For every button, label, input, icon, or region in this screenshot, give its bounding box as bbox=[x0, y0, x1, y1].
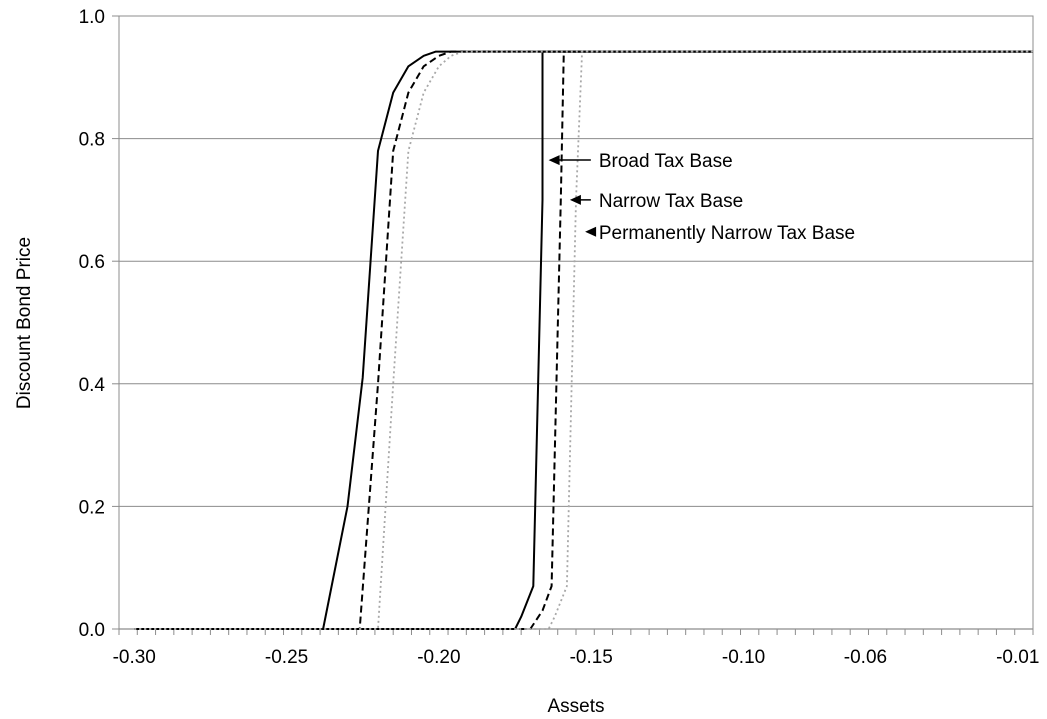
y-tick-label-4: 0.8 bbox=[79, 130, 105, 151]
series-line-narrow-tax-base-0 bbox=[134, 50, 1033, 630]
annotation-2-label: Permanently Narrow Tax Base bbox=[599, 223, 855, 244]
x-axis-title: Assets bbox=[547, 696, 604, 717]
x-tick-label-4: -0.10 bbox=[722, 647, 765, 668]
series-line-broad-tax-base-0 bbox=[134, 50, 1033, 630]
annotations: Broad Tax Base Narrow Tax Base Permanently… bbox=[548, 151, 855, 244]
x-tick-label-6: -0.01 bbox=[996, 647, 1039, 668]
y-axis-title: Discount Bond Price bbox=[14, 237, 35, 409]
annotation-0-label: Broad Tax Base bbox=[599, 151, 733, 172]
y-tick-label-2: 0.4 bbox=[79, 375, 106, 396]
annotation-2-arrow-head bbox=[585, 226, 597, 237]
annotation-1-label: Narrow Tax Base bbox=[599, 191, 743, 212]
grid-lines bbox=[119, 15, 1033, 507]
x-tick-label-1: -0.25 bbox=[265, 647, 308, 668]
x-tick-label-5: -0.06 bbox=[844, 647, 887, 668]
x-tick-label-3: -0.15 bbox=[570, 647, 613, 668]
x-tick-label-0: -0.30 bbox=[113, 647, 156, 668]
annotation-1-arrow-head bbox=[569, 194, 581, 205]
y-tick-label-0: 0.0 bbox=[79, 620, 105, 641]
series-line-permanently-narrow-tax-base-1 bbox=[134, 50, 1033, 630]
tick-labels: 0.0 0.2 0.4 0.6 0.8 1.0 -0.30 -0.25 -0.20 -0.15 -0… bbox=[79, 7, 1040, 668]
x-tick-label-2: -0.20 bbox=[417, 647, 460, 668]
y-tick-label-1: 0.2 bbox=[79, 497, 105, 518]
series-line-permanently-narrow-tax-base-0 bbox=[134, 50, 1033, 630]
y-tick-label-3: 0.6 bbox=[79, 252, 105, 273]
annotation-0-arrow-head bbox=[548, 155, 560, 166]
series-lines bbox=[134, 50, 1033, 630]
y-tick-label-5: 1.0 bbox=[79, 7, 105, 28]
